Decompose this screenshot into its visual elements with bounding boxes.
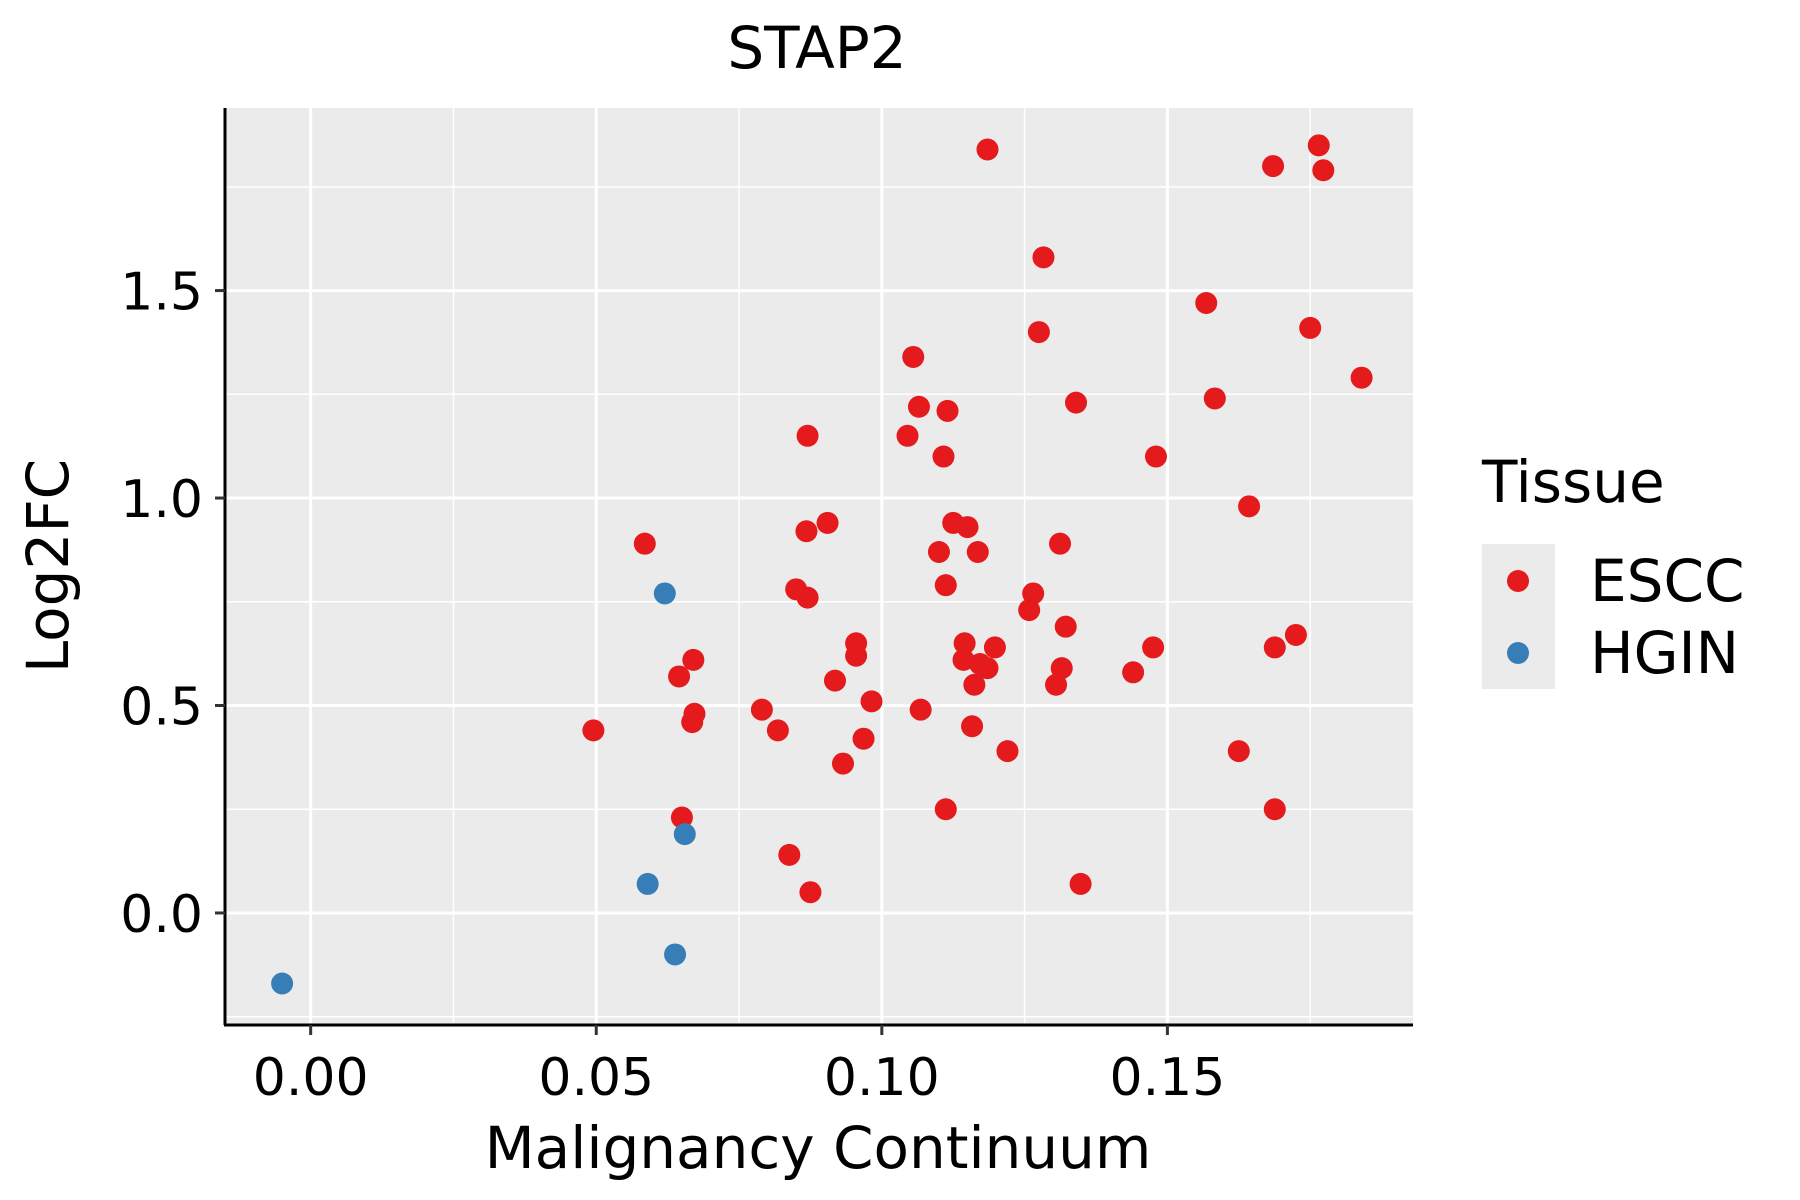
point-escc [633, 532, 656, 555]
y-tick-label: 1.5 [120, 263, 203, 323]
y-axis-ticks: 0.0 0.5 1.0 1.5 [120, 263, 225, 945]
legend-key-background [1482, 544, 1555, 689]
point-escc [670, 806, 693, 829]
point-escc [983, 636, 1006, 659]
point-escc [766, 719, 789, 742]
x-tick-label: 0.00 [253, 1048, 369, 1108]
point-escc [1262, 155, 1285, 178]
point-escc [796, 424, 819, 447]
point-hgin [664, 943, 687, 966]
point-escc [1069, 872, 1092, 895]
x-tick-label: 0.15 [1110, 1048, 1226, 1108]
legend-label-hgin: HGIN [1590, 619, 1739, 687]
point-escc [816, 511, 839, 534]
point-escc [860, 690, 883, 713]
point-escc [1203, 387, 1226, 410]
point-escc [1312, 159, 1335, 182]
point-escc [956, 516, 979, 539]
point-escc [796, 586, 819, 609]
plot-panel [225, 108, 1413, 1025]
point-escc [952, 648, 975, 671]
point-escc [976, 138, 999, 161]
x-tick-label: 0.10 [824, 1048, 940, 1108]
point-escc [976, 657, 999, 680]
point-escc [1054, 615, 1077, 638]
point-escc [1238, 495, 1261, 518]
point-escc [778, 843, 801, 866]
point-escc [823, 669, 846, 692]
point-escc [1284, 623, 1307, 646]
point-escc [996, 740, 1019, 763]
y-tick-label: 0.0 [120, 885, 203, 945]
point-escc [1350, 366, 1373, 389]
point-escc [907, 395, 930, 418]
point-escc [932, 445, 955, 468]
point-escc [682, 648, 705, 671]
point-escc [1144, 445, 1167, 468]
legend: Tissue ESCC HGIN [1481, 448, 1744, 689]
point-escc [1018, 599, 1041, 622]
point-hgin [653, 582, 676, 605]
y-tick-label: 0.5 [120, 678, 203, 738]
point-escc [1045, 673, 1068, 696]
point-hgin [271, 972, 294, 995]
point-escc [896, 424, 919, 447]
point-escc [934, 798, 957, 821]
data-points [271, 134, 1373, 995]
point-escc [909, 698, 932, 721]
legend-title: Tissue [1481, 448, 1665, 516]
legend-key-escc [1507, 570, 1529, 592]
point-escc [1122, 661, 1145, 684]
point-hgin [673, 823, 696, 846]
point-escc [799, 881, 822, 904]
point-escc [1142, 636, 1165, 659]
grid-minor [225, 108, 1413, 1025]
legend-key-hgin [1507, 642, 1529, 664]
point-hgin [636, 872, 659, 895]
point-escc [936, 399, 959, 422]
point-escc [1050, 657, 1073, 680]
point-escc [831, 752, 854, 775]
point-escc [1027, 321, 1050, 344]
point-escc [1263, 636, 1286, 659]
chart-title: STAP2 [727, 14, 906, 82]
point-escc [1049, 532, 1072, 555]
point-escc [953, 632, 976, 655]
point-escc [966, 540, 989, 563]
point-escc [1227, 740, 1250, 763]
point-escc [845, 644, 868, 667]
point-escc [963, 673, 986, 696]
x-tick-label: 0.05 [538, 1048, 654, 1108]
point-escc [668, 665, 691, 688]
point-escc [1032, 246, 1055, 269]
point-escc [1022, 582, 1045, 605]
point-escc [852, 727, 875, 750]
point-escc [1065, 391, 1088, 414]
point-escc [1263, 798, 1286, 821]
x-axis-ticks: 0.00 0.05 0.10 0.15 [253, 1025, 1226, 1108]
legend-label-escc: ESCC [1590, 547, 1744, 615]
point-escc [582, 719, 605, 742]
point-escc [1307, 134, 1330, 157]
grid-major [225, 108, 1413, 1025]
point-escc [961, 715, 984, 738]
point-escc [934, 574, 957, 597]
y-tick-label: 1.0 [120, 470, 203, 530]
point-escc [927, 540, 950, 563]
point-escc [1195, 292, 1218, 315]
x-axis-title: Malignancy Continuum [485, 1114, 1152, 1182]
point-escc [1299, 316, 1322, 339]
y-axis-title: Log2FC [14, 459, 82, 673]
point-escc [795, 520, 818, 543]
point-escc [681, 711, 704, 734]
point-escc [902, 345, 925, 368]
point-escc [750, 698, 773, 721]
